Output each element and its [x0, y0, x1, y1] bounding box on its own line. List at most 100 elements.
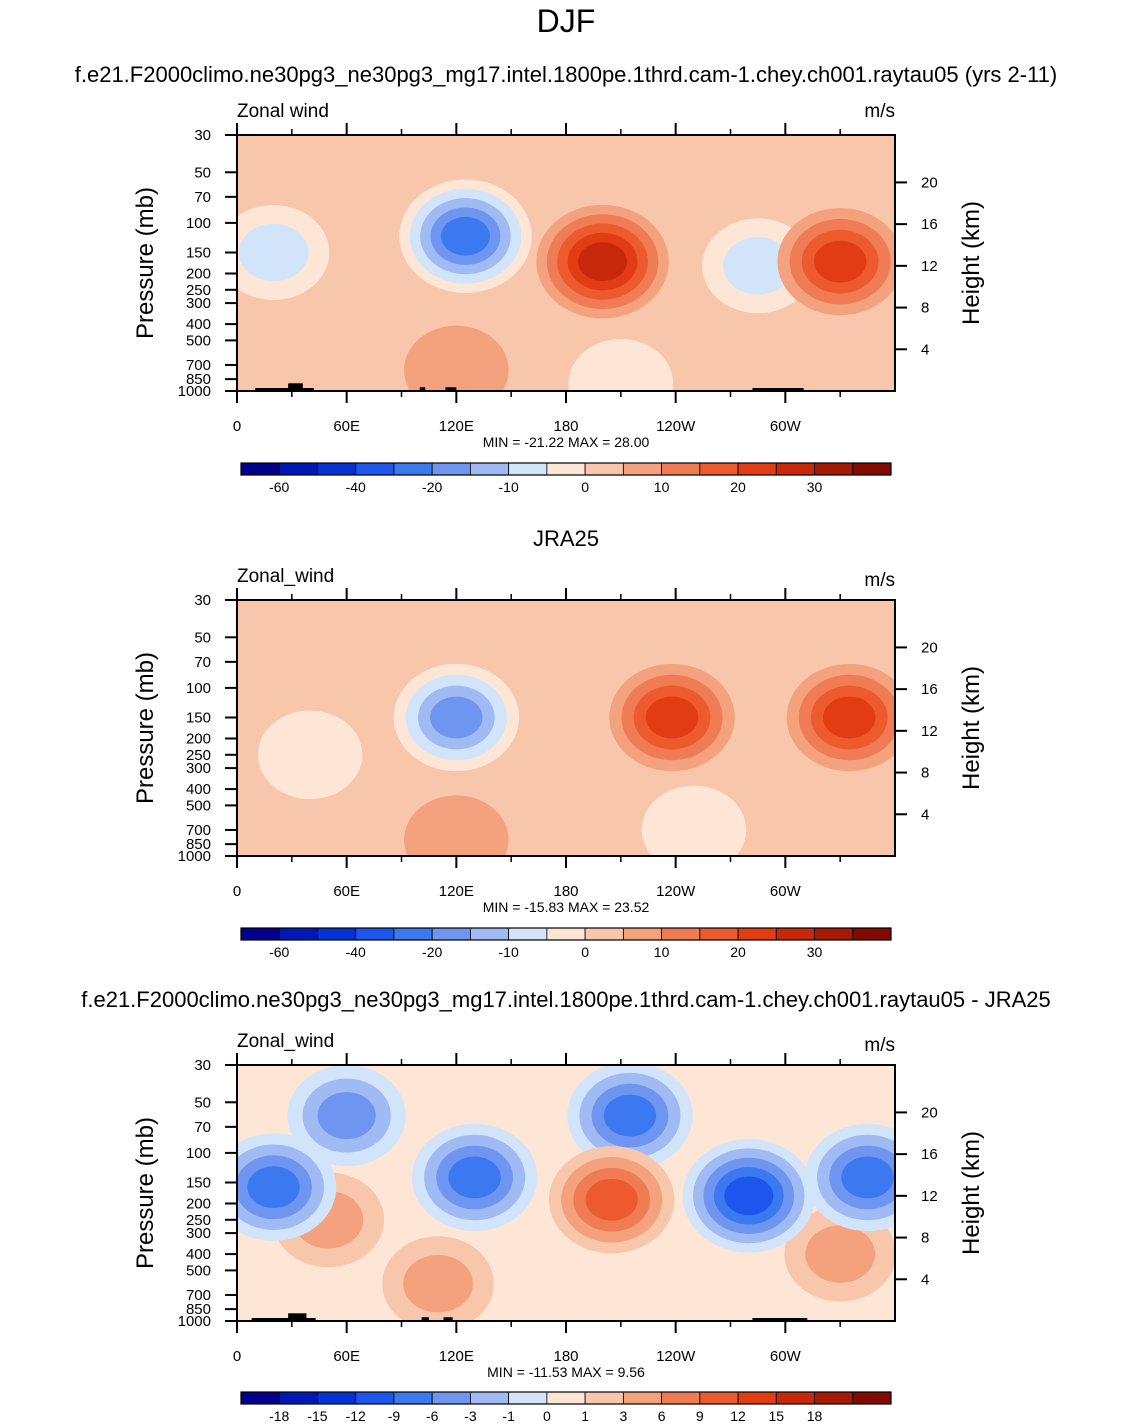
height-tick-label: 12 — [921, 1188, 938, 1205]
colorbar-label: 20 — [730, 479, 746, 495]
colorbar-bin — [355, 1391, 395, 1405]
height-tick-label: 4 — [921, 341, 929, 358]
height-tick-label: 8 — [921, 765, 929, 782]
panel-2: 0 60E 120E 180 120W 60W3050701001502002503004… — [132, 566, 985, 960]
colorbar-bin — [393, 927, 433, 941]
colorbar-bin — [622, 1391, 662, 1405]
colorbar-frame — [240, 1391, 892, 1405]
figure-title: DJF — [537, 3, 596, 39]
panels-layer: 0 60E 120E 180 120W 60W3050701001502002503004… — [132, 101, 985, 1424]
colorbar-label: -40 — [346, 479, 366, 495]
field-feature-2 — [568, 339, 674, 391]
height-tick-label: 20 — [921, 1104, 938, 1121]
field-feature-4 — [287, 1065, 406, 1167]
height-tick-label: 4 — [921, 1271, 929, 1288]
y-tick-label: 400 — [186, 316, 211, 333]
x-tick-label: 120E — [439, 883, 474, 900]
y-tick-label: 300 — [186, 295, 211, 312]
y-tick-label: 500 — [186, 797, 211, 814]
height-tick-label: 4 — [921, 806, 929, 823]
height-tick-label: 8 — [921, 300, 929, 317]
colorbar-bin — [240, 462, 280, 476]
height-tick-label: 20 — [921, 174, 938, 191]
field-feature-4 — [404, 795, 509, 856]
colorbar-bin — [775, 927, 815, 941]
colorbar-bin — [661, 927, 701, 941]
colorbar-frame — [240, 927, 892, 941]
y-axis-title: Pressure (mb) — [132, 187, 159, 339]
contour-level — [603, 1094, 657, 1137]
colorbar-label: -10 — [499, 944, 519, 960]
contour-level — [404, 325, 509, 391]
contour-level — [805, 1225, 876, 1283]
y-tick-label: 1000 — [178, 1313, 211, 1330]
y-tick-label: 30 — [194, 592, 211, 609]
topography-mask — [251, 1318, 316, 1321]
x-tick-label: 120E — [439, 418, 474, 435]
colorbar-label: 3 — [619, 1408, 627, 1424]
y-tick-label: 1000 — [178, 383, 211, 400]
colorbar-bin — [584, 462, 624, 476]
colorbar-bin — [814, 927, 854, 941]
y-tick-label: 70 — [194, 1119, 211, 1136]
topography-mask — [419, 387, 426, 391]
contour-field — [237, 1065, 895, 1321]
panel-3: 0 60E 120E 180 120W 60W3050701001502002503004… — [132, 1031, 985, 1424]
colorbar-label: 0 — [581, 944, 589, 960]
field-feature-5 — [393, 663, 520, 772]
colorbar-bin — [431, 1391, 471, 1405]
colorbar-bin — [699, 927, 739, 941]
colorbar-bin — [622, 927, 662, 941]
units-label: m/s — [864, 1035, 895, 1056]
colorbar-label: 20 — [730, 944, 746, 960]
x-tick-label: 120W — [656, 1348, 696, 1365]
contour-level — [247, 1166, 300, 1209]
y-tick-label: 700 — [186, 822, 211, 839]
height-tick-label: 12 — [921, 723, 938, 740]
contour-level — [723, 237, 793, 295]
y-tick-label: 250 — [186, 1212, 211, 1229]
colorbar-bin — [852, 462, 892, 476]
contour-level — [448, 1156, 501, 1199]
colorbar-bin — [508, 462, 548, 476]
colorbar-bin — [278, 462, 318, 476]
colorbar-bin — [737, 462, 777, 476]
contour-field — [237, 135, 895, 391]
units-label: m/s — [864, 570, 895, 591]
field-feature-8 — [411, 1123, 538, 1232]
contour-level — [823, 696, 876, 739]
colorbar-label: 30 — [807, 479, 823, 495]
height-tick-label: 12 — [921, 258, 938, 275]
field-feature-7 — [609, 663, 735, 772]
colorbar-label: -3 — [464, 1408, 477, 1424]
colorbar-label: -9 — [388, 1408, 401, 1424]
y-tick-label: 30 — [194, 1057, 211, 1074]
field-feature-3 — [404, 325, 509, 391]
colorbar-bin — [661, 1391, 701, 1405]
x-tick-label: 0 — [233, 418, 241, 435]
contour-field — [237, 600, 895, 856]
colorbar-label: -20 — [422, 944, 442, 960]
height-tick-label: 8 — [921, 1230, 929, 1247]
x-tick-label: 180 — [553, 1348, 578, 1365]
colorbar-label: 12 — [730, 1408, 746, 1424]
colorbar-bin — [278, 1391, 318, 1405]
colorbar-bin — [546, 927, 586, 941]
topography-mask — [752, 388, 804, 391]
colorbar-bin — [317, 1391, 357, 1405]
colorbar-label: 15 — [769, 1408, 785, 1424]
contour-level — [724, 1176, 774, 1216]
topography-mask — [288, 1313, 307, 1321]
y-tick-label: 150 — [186, 1174, 211, 1191]
variable-label: Zonal_wind — [237, 566, 334, 587]
y2-axis-title: Height (km) — [958, 201, 985, 325]
x-tick-label: 60E — [333, 883, 360, 900]
colorbar-bin — [775, 1391, 815, 1405]
variable-label: Zonal_wind — [237, 1031, 334, 1052]
y-tick-label: 100 — [186, 680, 211, 697]
colorbar-bin — [852, 927, 892, 941]
colorbar-bin — [584, 1391, 624, 1405]
y-tick-label: 100 — [186, 215, 211, 232]
y-tick-label: 500 — [186, 332, 211, 349]
